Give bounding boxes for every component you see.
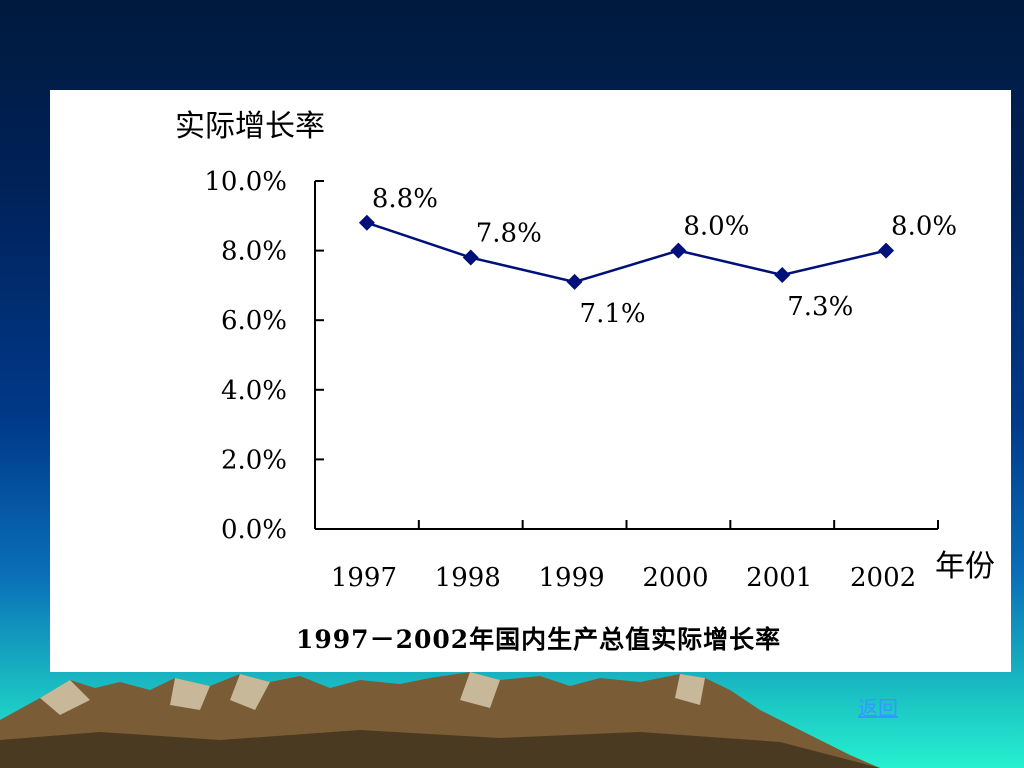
data-point-marker [358, 214, 375, 231]
mountain-decoration [0, 672, 880, 768]
y-tick-label: 8.0% [221, 237, 287, 267]
data-label: 8.0% [683, 212, 749, 242]
x-tick-label: 2002 [850, 563, 916, 593]
data-label: 8.0% [891, 212, 957, 242]
y-tick-label: 10.0% [204, 167, 287, 197]
x-tick-label: 2001 [746, 563, 812, 593]
axes [314, 180, 939, 530]
chart-panel: 实际增长率 0.0% 2.0% 4.0% 6.0% 8.0% 10.0% 1997 1998… [50, 90, 1011, 672]
x-axis-label: 年份 [935, 549, 995, 584]
y-tick-label: 4.0% [221, 376, 287, 406]
x-tick-label: 2000 [642, 563, 708, 593]
x-tick-label: 1999 [538, 563, 604, 593]
series-polyline [366, 221, 887, 284]
x-tick-labels: 1997 1998 1999 2000 2001 2002 [331, 563, 916, 593]
x-tick-label: 1998 [435, 563, 501, 593]
y-tick-label: 2.0% [221, 445, 287, 475]
data-point-marker [462, 249, 479, 266]
data-point-marker [774, 266, 791, 283]
y-tick-label: 6.0% [221, 306, 287, 336]
series-markers [358, 214, 895, 290]
y-axis-label: 实际增长率 [175, 109, 325, 144]
data-label: 7.3% [787, 292, 853, 322]
y-tick-label: 0.0% [221, 515, 287, 545]
chart-caption: 1997－2002年国内生产总值实际增长率 [296, 625, 781, 654]
data-label: 8.8% [372, 184, 438, 214]
x-tick-label: 1997 [331, 563, 397, 593]
series-line [366, 221, 887, 284]
chart: 实际增长率 0.0% 2.0% 4.0% 6.0% 8.0% 10.0% 1997 1998… [175, 109, 995, 654]
data-labels: 8.8% 7.8% 7.1% 8.0% 7.3% 8.0% [372, 184, 957, 329]
data-point-marker [670, 242, 687, 259]
data-point-marker [566, 273, 583, 290]
data-point-marker [878, 242, 895, 259]
data-label: 7.1% [580, 299, 646, 329]
data-label: 7.8% [476, 219, 542, 249]
y-tick-labels: 0.0% 2.0% 4.0% 6.0% 8.0% 10.0% [204, 167, 287, 545]
return-link[interactable]: 返回 [858, 696, 898, 720]
